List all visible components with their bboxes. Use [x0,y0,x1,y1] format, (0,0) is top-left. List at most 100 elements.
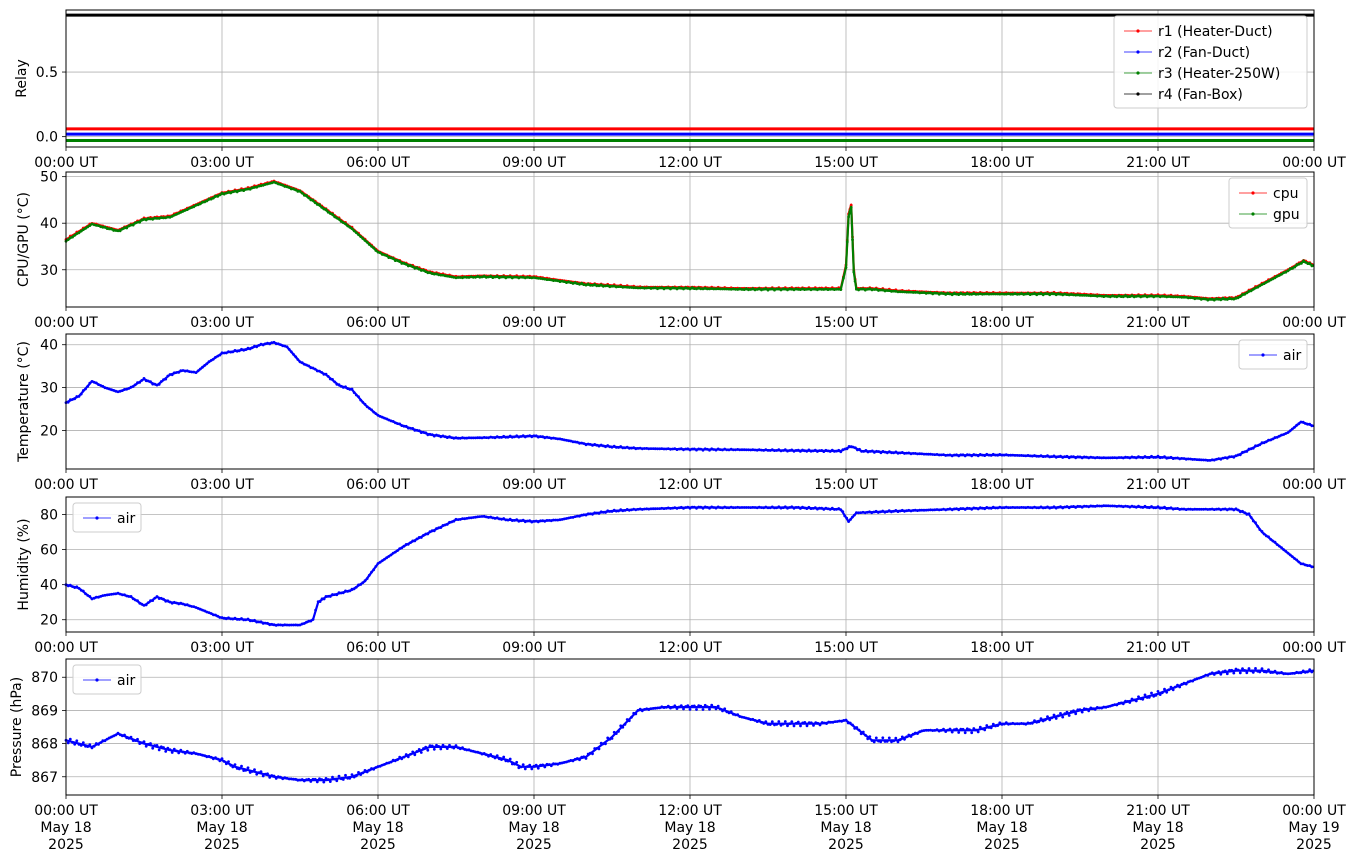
data-point [1039,292,1043,295]
data-point [207,197,211,201]
data-point [877,739,880,743]
data-point [959,727,963,731]
data-point [859,287,863,291]
data-point [521,518,525,522]
data-point [692,287,696,290]
data-point [337,591,341,595]
data-point [1256,525,1260,528]
data-point [773,723,776,727]
data-point [569,439,573,443]
y-tick-label: 80 [40,508,58,524]
data-point [952,507,956,511]
data-point [133,598,137,602]
data-point [978,292,982,295]
data-point [1130,697,1134,701]
data-point [528,434,532,437]
data-point [1186,680,1190,684]
x-tick-label: 06:00 UT [346,803,410,819]
data-point [890,290,893,293]
data-point [924,452,928,456]
data-point [339,591,343,595]
data-point [500,275,503,279]
data-point [1230,668,1234,672]
data-point [1004,453,1008,457]
data-point [699,287,703,291]
data-point [372,767,376,771]
data-point [1225,672,1229,676]
y-tick-label: 40 [40,216,58,232]
data-point [1303,422,1307,425]
data-point [855,511,858,515]
data-point [950,454,954,458]
data-point [1204,458,1208,462]
data-point [326,594,330,598]
data-point [318,777,321,781]
data-point [478,751,482,755]
data-point [816,288,819,292]
data-point [1069,505,1073,508]
data-point [287,186,291,189]
data-point [1059,292,1062,296]
data-point [543,519,547,523]
data-point [623,285,627,289]
data-point [950,508,954,512]
data-point [162,746,165,749]
data-point [760,506,763,509]
data-point [961,507,965,510]
data-point [435,743,438,747]
data-point [1297,422,1301,426]
data-point [549,278,553,282]
data-point [749,288,753,291]
data-point [881,288,885,292]
x-tick-label-date: May 18 [664,820,715,836]
data-point [484,276,488,279]
data-point [606,444,610,447]
data-point [586,512,590,516]
data-point [417,748,421,751]
data-point [302,622,306,625]
data-point [653,507,657,511]
data-point [1082,455,1086,459]
data-point [1102,504,1106,508]
x-tick-label-year: 2025 [984,837,1020,853]
data-point [876,511,880,514]
data-point [491,516,495,520]
data-point [1065,454,1069,458]
data-point [632,711,636,715]
data-point [1150,691,1153,695]
data-point [240,764,243,768]
data-point [1089,504,1093,508]
data-point [586,442,590,446]
data-point [296,623,300,627]
data-point [159,596,163,600]
data-point [250,346,254,350]
data-point [179,601,183,605]
data-point [877,289,880,292]
data-point [682,707,685,711]
data-point [736,713,740,717]
data-point [166,746,170,750]
data-point [413,753,417,757]
data-point [1091,456,1095,459]
data-point [1299,562,1303,566]
data-point [305,194,308,197]
data-point [841,448,845,452]
data-point [671,506,675,510]
data-point [1215,457,1218,461]
data-point [320,778,324,781]
data-point [599,741,603,745]
data-point [274,777,278,780]
data-point [978,506,982,509]
legend-marker [1136,29,1140,33]
data-point [476,436,480,440]
data-point [1054,455,1058,459]
data-point [903,509,906,513]
data-point [331,212,334,216]
data-point [523,435,527,439]
data-point [519,519,523,523]
data-point [456,746,460,750]
data-point [1143,294,1147,298]
data-point [1273,669,1277,673]
data-point [445,747,449,750]
data-point [747,448,750,452]
